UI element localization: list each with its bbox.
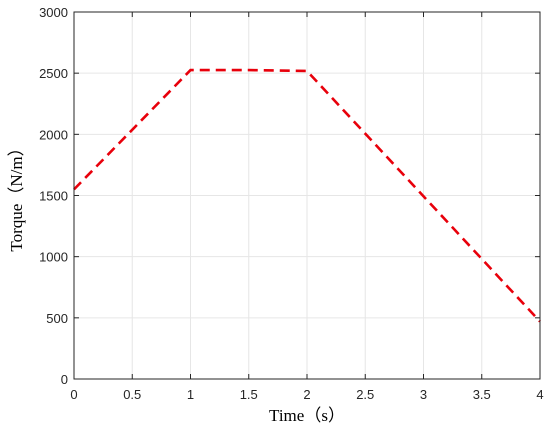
x-tick-label: 1.5 (240, 387, 258, 402)
ticks (73, 11, 541, 380)
x-tick-label: 1 (187, 387, 194, 402)
series-line (73, 68, 541, 323)
x-tick-label: 4 (536, 387, 543, 402)
y-tick-label: 1500 (39, 189, 68, 204)
y-tick-label: 3000 (39, 5, 68, 20)
x-tick-labels: 0 0.5 1 1.5 2 2.5 3 3.5 4 (70, 387, 543, 402)
y-tick-label: 500 (46, 311, 68, 326)
x-tick-label: 0.5 (123, 387, 141, 402)
x-tick-label: 2 (303, 387, 310, 402)
x-tick-label: 3.5 (473, 387, 491, 402)
x-tick-label: 0 (70, 387, 77, 402)
y-tick-label: 2000 (39, 127, 68, 142)
x-axis-label: Time（s） (269, 406, 345, 425)
y-tick-label: 1000 (39, 250, 68, 265)
series-layer (73, 68, 541, 323)
y-axis-label: Torque（N/m） (7, 139, 26, 251)
y-tick-label: 0 (61, 372, 68, 387)
x-tick-label: 3 (420, 387, 427, 402)
grid (73, 11, 541, 380)
y-tick-labels: 0 500 1000 1500 2000 2500 3000 (39, 5, 68, 387)
y-tick-label: 2500 (39, 66, 68, 81)
x-tick-label: 2.5 (356, 387, 374, 402)
